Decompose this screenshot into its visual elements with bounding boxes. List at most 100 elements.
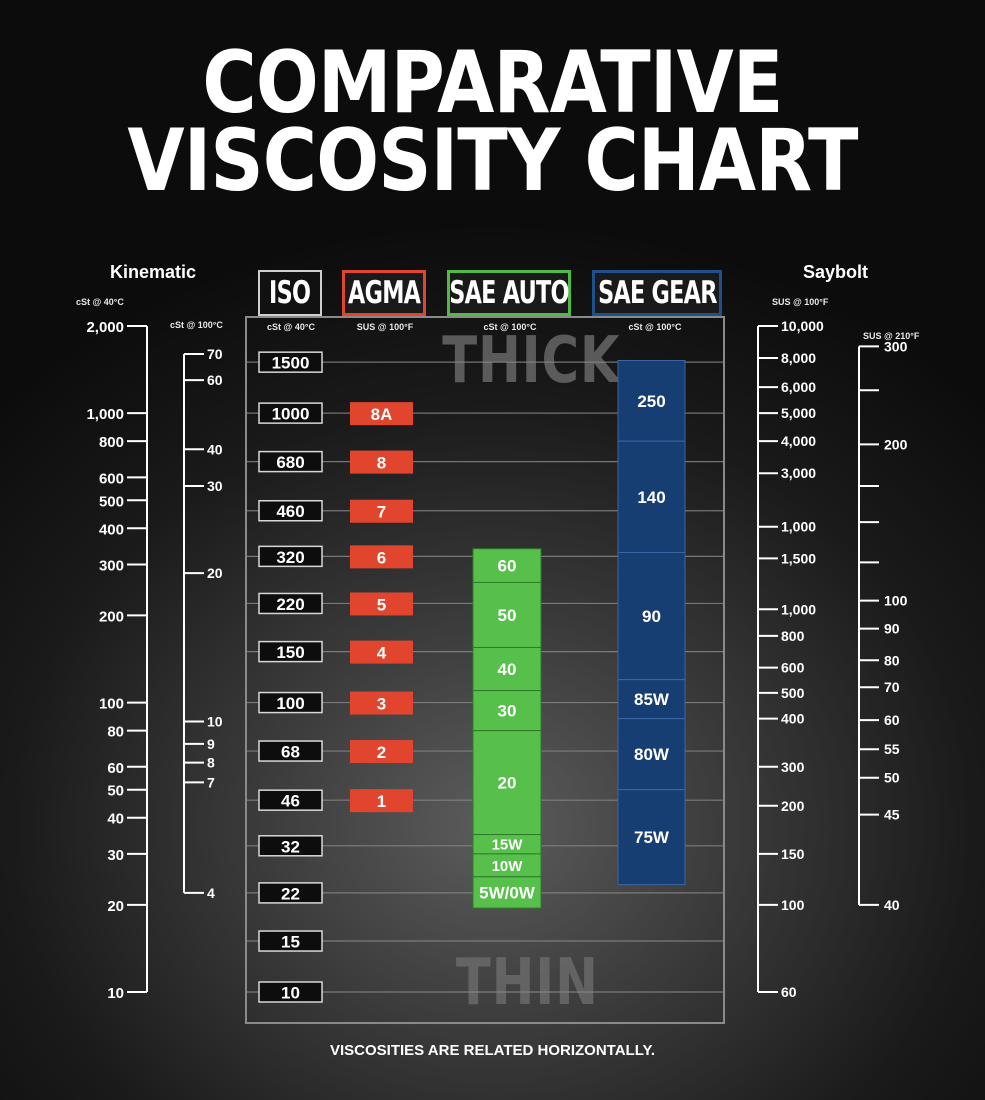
saybolt-100f-label: 1,000 bbox=[781, 519, 816, 535]
kinematic-100c-label: 20 bbox=[207, 565, 223, 581]
saybolt-100f-label: 6,000 bbox=[781, 379, 816, 395]
agma-grade-label: 8 bbox=[377, 454, 386, 473]
saybolt-100f-label: 100 bbox=[781, 897, 805, 913]
iso-grade-label: 15 bbox=[281, 933, 300, 952]
sae-gear-grade-label: 80W bbox=[634, 745, 670, 764]
iso-grade-box bbox=[258, 789, 323, 811]
kinematic-40c-label: 1,000 bbox=[86, 406, 124, 423]
kinematic-100c-label: 7 bbox=[207, 774, 215, 790]
agma-grade-box bbox=[350, 640, 413, 664]
saybolt-100f-label: 10,000 bbox=[781, 318, 824, 334]
kinematic-100c-label: 4 bbox=[207, 885, 215, 901]
plot-frame bbox=[245, 316, 725, 1024]
agma-grade-label: 3 bbox=[377, 695, 386, 714]
saybolt-100f-label: 400 bbox=[781, 711, 805, 727]
saybolt-100f-label: 3,000 bbox=[781, 465, 816, 481]
sae-gear-header: SAE GEAR bbox=[592, 270, 722, 316]
saybolt-100f-label: 300 bbox=[781, 759, 805, 775]
saybolt-210f-label: 45 bbox=[884, 807, 900, 823]
sae-gear-grade-label: 250 bbox=[637, 392, 665, 411]
saybolt-210f-label: 300 bbox=[884, 338, 908, 354]
agma-grade-box bbox=[350, 402, 413, 426]
kinematic-40c-label: 600 bbox=[99, 470, 124, 487]
agma-grade-label: 1 bbox=[377, 792, 386, 811]
agma-grade-box bbox=[350, 450, 413, 474]
saybolt-100f-label: 4,000 bbox=[781, 433, 816, 449]
kinematic-40c-label: 200 bbox=[99, 608, 124, 625]
saybolt-100f-label: 500 bbox=[781, 685, 805, 701]
kinematic-100c-label: 8 bbox=[207, 755, 215, 771]
sae-auto-grade-band bbox=[472, 690, 542, 732]
chart-title-line1: COMPARATIVE bbox=[202, 33, 783, 133]
kinematic-40c-label: 60 bbox=[107, 760, 124, 777]
sae-gear-grade-band bbox=[617, 440, 686, 553]
saybolt-100f-label: 1,500 bbox=[781, 550, 816, 566]
agma-grade-label: 5 bbox=[377, 595, 386, 614]
kinematic-40c-label: 50 bbox=[107, 783, 124, 800]
footer-note: VISCOSITIES ARE RELATED HORIZONTALLY. bbox=[329, 1042, 656, 1059]
iso-grade-label: 220 bbox=[276, 595, 304, 614]
kinematic-40c-label: 500 bbox=[99, 493, 124, 510]
saybolt-210f-label: 100 bbox=[884, 593, 908, 609]
kinematic-40c-label: 800 bbox=[99, 434, 124, 451]
iso-grade-label: 22 bbox=[281, 884, 300, 903]
thin-watermark: THIN bbox=[455, 946, 599, 1020]
kinematic-100c-label: 30 bbox=[207, 478, 223, 494]
kinematic-40c-label: 300 bbox=[99, 557, 124, 574]
saybolt-100f-unit: SUS @ 100°F bbox=[772, 297, 829, 307]
iso-grade-label: 10 bbox=[281, 984, 300, 1003]
sae-auto-grade-label: 30 bbox=[498, 702, 517, 721]
sae-gear-grade-label: 90 bbox=[642, 607, 661, 626]
agma-grade-label: 8A bbox=[371, 405, 393, 424]
iso-grade-label: 1000 bbox=[272, 405, 310, 424]
iso-unit: cSt @ 40°C bbox=[267, 322, 315, 332]
sae-auto-grade-label: 15W bbox=[492, 837, 524, 854]
saybolt-210f-unit: SUS @ 210°F bbox=[863, 331, 920, 341]
iso-grade-box bbox=[258, 640, 323, 663]
iso-header: ISO bbox=[258, 270, 322, 316]
kinematic-title: Kinematic bbox=[110, 262, 197, 282]
iso-grade-box bbox=[258, 545, 323, 568]
kinematic-40c-label: 30 bbox=[107, 847, 124, 864]
sae-auto-header: SAE AUTO bbox=[447, 270, 571, 316]
agma-grade-box bbox=[350, 545, 413, 569]
iso-grade-label: 100 bbox=[276, 694, 304, 713]
iso-grade-box bbox=[258, 351, 323, 373]
agma-unit: SUS @ 100°F bbox=[356, 322, 414, 332]
iso-grade-box bbox=[258, 740, 323, 762]
sae-gear-grade-label: 140 bbox=[637, 488, 665, 507]
saybolt-100f-label: 200 bbox=[781, 798, 805, 814]
sae-auto-grade-label: 10W bbox=[492, 858, 524, 875]
sae-auto-grade-band bbox=[472, 876, 542, 909]
kinematic-100c-label: 9 bbox=[207, 736, 215, 752]
sae-gear-unit: cSt @ 100°C bbox=[628, 322, 682, 332]
saybolt-210f-label: 40 bbox=[884, 897, 900, 913]
iso-grade-box bbox=[258, 499, 323, 522]
saybolt-100f-label: 8,000 bbox=[781, 350, 816, 366]
iso-grade-box bbox=[258, 981, 323, 1003]
sae-auto-grade-band bbox=[472, 581, 542, 648]
kinematic-100c-label: 10 bbox=[207, 714, 223, 730]
agma-grade-box bbox=[350, 789, 413, 813]
saybolt-100f-label: 5,000 bbox=[781, 405, 816, 421]
agma-grade-label: 4 bbox=[377, 644, 387, 663]
iso-grade-label: 32 bbox=[281, 837, 300, 856]
sae-gear-grade-label: 85W bbox=[634, 690, 670, 709]
iso-grade-box bbox=[258, 450, 323, 473]
iso-grade-label: 680 bbox=[276, 453, 304, 472]
agma-grade-label: 2 bbox=[377, 743, 386, 762]
iso-grade-box bbox=[258, 930, 323, 952]
sae-auto-grade-label: 50 bbox=[498, 606, 517, 625]
sae-gear-grade-band bbox=[617, 359, 686, 442]
agma-grade-box bbox=[350, 740, 413, 764]
saybolt-210f-label: 70 bbox=[884, 679, 900, 695]
iso-grade-box bbox=[258, 835, 323, 857]
kinematic-40c-unit: cSt @ 40°C bbox=[76, 297, 124, 307]
kinematic-40c-label: 2,000 bbox=[86, 319, 124, 336]
iso-grade-label: 460 bbox=[276, 502, 304, 521]
agma-header: AGMA bbox=[342, 270, 426, 316]
saybolt-210f-label: 80 bbox=[884, 652, 900, 668]
kinematic-40c-label: 40 bbox=[107, 811, 124, 828]
kinematic-100c-label: 40 bbox=[207, 441, 223, 457]
iso-grade-label: 46 bbox=[281, 792, 300, 811]
